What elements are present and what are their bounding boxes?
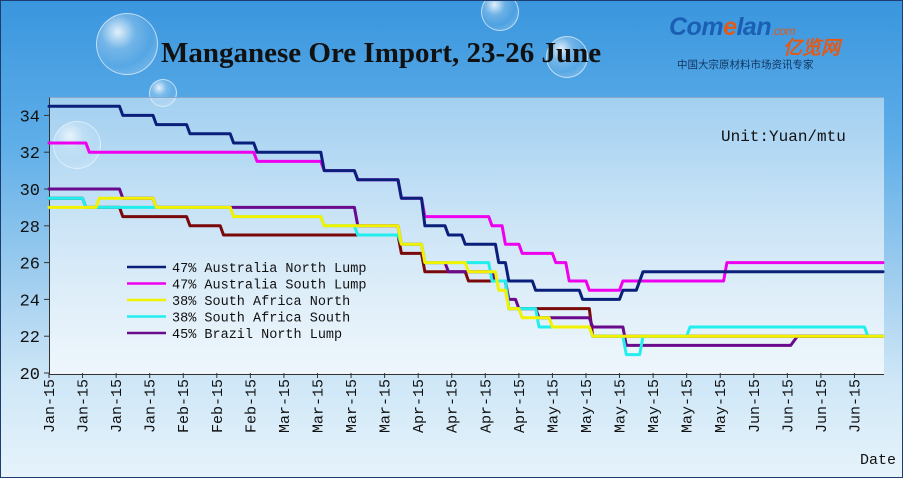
x-axis-label: Date	[860, 452, 896, 469]
x-tick-label: Jun-15	[847, 379, 864, 433]
series-line	[47, 196, 885, 338]
x-tick-label: May-15	[613, 379, 630, 433]
x-tick-label: May-15	[646, 379, 663, 433]
chart-title: Manganese Ore Import, 23-26 June	[161, 37, 602, 69]
decorative-bubble	[546, 36, 588, 78]
y-tick-label: 28	[20, 219, 40, 238]
x-tick-label: Mar-15	[344, 379, 361, 433]
x-tick-label: Apr-15	[512, 379, 529, 433]
x-tick-label: May-15	[579, 379, 596, 433]
decorative-bubble	[481, 1, 519, 31]
y-tick-label: 32	[20, 145, 40, 164]
logo-tagline: 中国大宗原材料市场资讯专家	[677, 59, 814, 71]
decorative-bubble	[96, 13, 158, 75]
logo-chinese: 亿览网	[783, 37, 841, 59]
x-tick-label: May-15	[545, 379, 562, 433]
x-tick-label: Jan-15	[143, 379, 160, 433]
y-tick-label: 34	[20, 108, 40, 127]
legend-label: 45% Brazil North Lump	[172, 328, 342, 343]
x-tick-label: May-15	[680, 379, 697, 433]
legend-label: 38% South Africa South	[172, 312, 350, 327]
x-tick-label: Feb-15	[176, 379, 193, 433]
unit-label: Unit:Yuan/mtu	[721, 128, 846, 146]
plot-area	[49, 97, 884, 375]
series-line	[47, 187, 885, 347]
legend-label: 38% South Africa North	[172, 295, 350, 310]
y-tick-label: 24	[20, 292, 40, 311]
x-tick-label: Apr-15	[411, 379, 428, 433]
x-tick-label: Feb-15	[243, 379, 260, 433]
x-tick-label: Jan-15	[76, 379, 93, 433]
series-line	[47, 104, 885, 301]
x-tick-label: Mar-15	[310, 379, 327, 433]
x-tick-label: Apr-15	[478, 379, 495, 433]
x-tick-label: Jun-15	[814, 379, 831, 433]
x-tick-label: Jun-15	[780, 379, 797, 433]
series-line	[47, 141, 885, 292]
brand-logo: Comelan.com 亿览网 中国大宗原材料市场资讯专家	[669, 13, 891, 75]
y-tick-label: 20	[20, 366, 40, 385]
x-tick-label: Apr-15	[445, 379, 462, 433]
x-tick-label: Jun-15	[747, 379, 764, 433]
y-tick-label: 22	[20, 329, 40, 348]
x-tick-label: May-15	[713, 379, 730, 433]
x-tick-label: Mar-15	[378, 379, 395, 433]
x-tick-label: Jan-15	[42, 379, 59, 433]
x-tick-label: Feb-15	[210, 379, 227, 433]
legend-label: 47% Australia North Lump	[172, 262, 366, 277]
x-tick-label: Jan-15	[109, 379, 126, 433]
y-tick-label: 26	[20, 256, 40, 275]
y-tick-label: 30	[20, 182, 40, 201]
legend-label: 47% Australia South Lump	[172, 279, 366, 294]
x-tick-label: Mar-15	[277, 379, 294, 433]
logo-wordmark: Comelan.com	[669, 13, 796, 41]
